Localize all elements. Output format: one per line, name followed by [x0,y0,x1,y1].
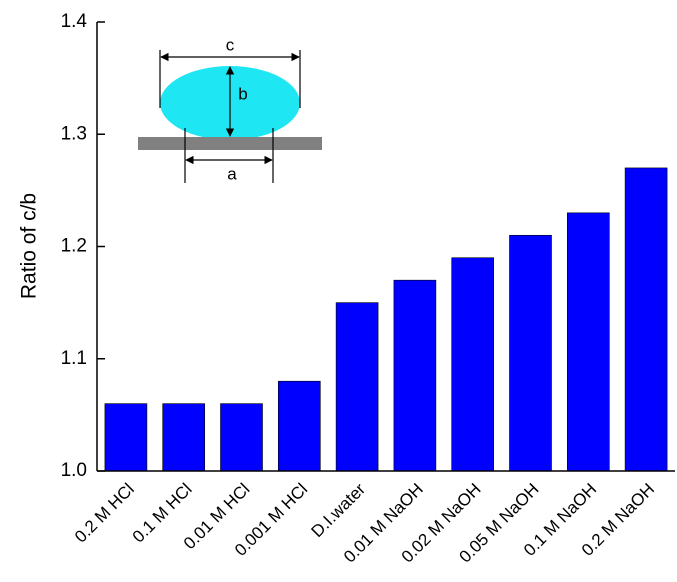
bar [163,404,205,471]
substrate [138,137,322,150]
y-tick-label: 1.3 [61,123,87,144]
y-tick-label: 1.0 [61,460,87,481]
y-tick-label: 1.2 [61,236,87,257]
bar [221,404,263,471]
bar [510,235,552,471]
annotation: b [238,84,247,103]
bar [625,168,667,471]
y-tick-label: 1.1 [61,348,87,369]
bar [278,381,320,471]
bar [452,258,494,471]
bar [336,303,378,471]
bar [567,213,609,471]
inset-diagram: c b a [138,35,322,183]
y-axis-label: Ratio of c/b [18,193,41,299]
y-tick-label: 1.4 [61,11,88,32]
x-tick-label: 0.2 M HCl [71,480,138,547]
bar [105,404,147,471]
annotation: c [226,35,235,54]
chart: Ratio of c/b c b a 1.0 1.1 1.2 1.3 1.4 0.2 M … [0,0,677,582]
bar [394,280,436,471]
annotation: a [227,164,237,183]
